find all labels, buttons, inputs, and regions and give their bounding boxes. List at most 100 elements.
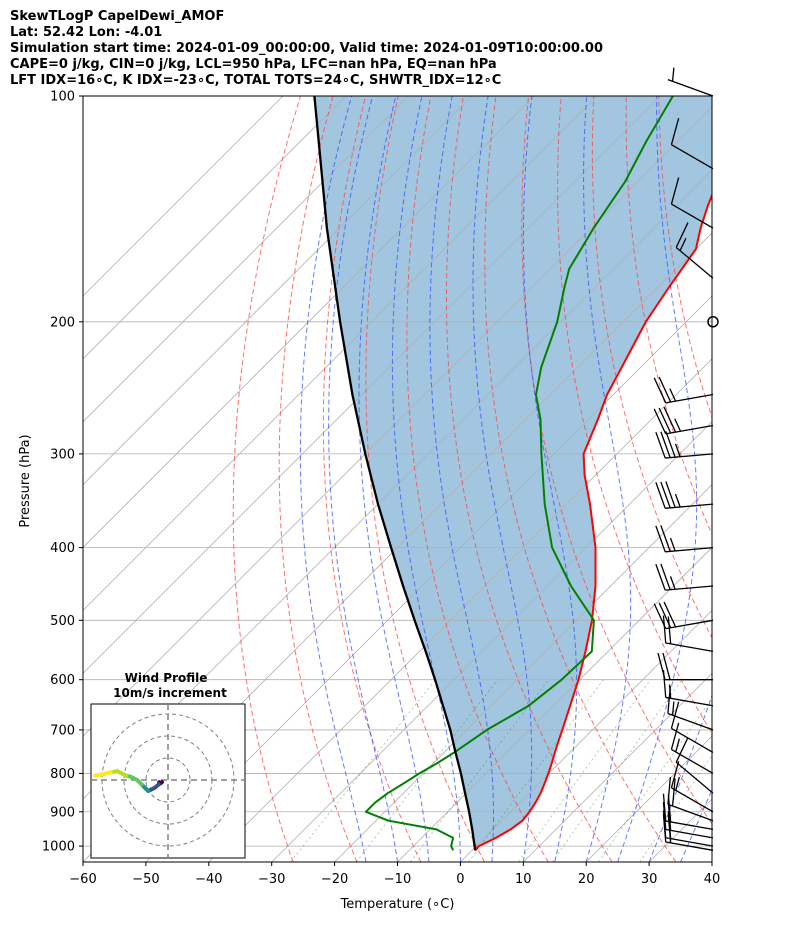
- y-tick-label: 400: [50, 541, 75, 556]
- dry-adiabat: [591, 96, 712, 639]
- moist-adiabat: [680, 788, 712, 862]
- isotherm-gridline: [83, 96, 472, 486]
- hodograph-plot: [91, 704, 245, 858]
- isotherm-gridline: [83, 96, 535, 549]
- wind-barb: [662, 814, 714, 851]
- hodograph-subtitle: 10m/s increment: [113, 686, 227, 700]
- mixing-ratio-line: [290, 679, 436, 862]
- chart-header: SkewTLogP CapelDewi_AMOF Lat: 52.42 Lon:…: [10, 9, 603, 89]
- moist-adiabat: [472, 96, 533, 862]
- y-tick-label: 600: [50, 673, 75, 688]
- isotherm-gridline: [334, 484, 712, 862]
- dry-adiabat: [484, 96, 677, 862]
- dry-adiabat: [232, 96, 301, 862]
- station-location: Lat: 52.42 Lon: -4.01: [10, 25, 163, 40]
- x-tick-label: −40: [195, 872, 222, 887]
- axes: −60 −50 −40 −30 −20 −10 0 10 20 30 40 100 200 300 400 5…: [42, 90, 720, 888]
- dry-adiabat: [658, 96, 712, 419]
- chart-title: SkewTLogP CapelDewi_AMOF: [10, 9, 225, 24]
- x-tick-label: −10: [384, 872, 411, 887]
- mixing-ratio-line: [355, 679, 499, 862]
- x-tick-label: 40: [704, 872, 721, 887]
- moist-adiabat: [328, 96, 398, 862]
- isotherm-gridline: [83, 96, 347, 360]
- parcel-profile: [313, 96, 477, 851]
- dry-adiabat: [278, 96, 358, 862]
- dry-adiabat: [365, 96, 485, 862]
- x-tick-label: −30: [258, 872, 285, 887]
- wind-barb: [670, 177, 714, 229]
- stability-indices: LFT IDX=16∘C, K IDX=-23∘C, TOTAL TOTS=24…: [10, 73, 502, 88]
- wind-barb: [655, 481, 714, 509]
- isotherm-gridline: [83, 96, 284, 297]
- isotherm-gridline: [271, 421, 712, 862]
- wind-barb: [653, 406, 714, 435]
- wind-barb: [662, 615, 714, 652]
- x-tick-label: −50: [132, 872, 159, 887]
- isotherm-gridline: [523, 672, 712, 862]
- wind-barb: [655, 563, 714, 591]
- isotherm-gridline: [460, 609, 712, 862]
- moist-adiabat: [299, 96, 367, 862]
- moist-adiabat: [617, 96, 698, 862]
- mixing-ratio-line: [598, 697, 712, 862]
- convective-parameters: CAPE=0 j/kg, CIN=0 j/kg, LCL=950 hPa, LF…: [10, 57, 497, 72]
- wind-barb: [657, 652, 713, 681]
- y-tick-label: 500: [50, 614, 75, 629]
- wind-barb: [662, 802, 714, 839]
- x-tick-label: 0: [456, 872, 464, 887]
- wind-barb: [655, 431, 714, 459]
- y-tick-label: 1000: [42, 840, 75, 855]
- wind-barb: [670, 761, 714, 813]
- wind-barbs: [653, 67, 719, 851]
- wind-barb: [667, 67, 714, 97]
- mixing-ratio-line: [518, 679, 651, 862]
- y-tick-label: 900: [50, 805, 75, 820]
- y-tick-label: 800: [50, 767, 75, 782]
- x-axis-label: Temperature (∘C): [340, 897, 455, 912]
- simulation-times: Simulation start time: 2024-01-09_00:00:…: [10, 41, 603, 56]
- x-tick-label: −20: [321, 872, 348, 887]
- hodograph-title: Wind Profile: [125, 671, 208, 685]
- dewpoint-profile: [364, 96, 674, 851]
- moist-adiabat: [583, 96, 632, 862]
- cin-shading: [314, 96, 712, 851]
- mixing-ratio-line: [551, 679, 683, 862]
- x-tick-label: 10: [515, 872, 532, 887]
- y-tick-label: 200: [50, 315, 75, 330]
- wind-barb: [662, 793, 714, 831]
- dry-adiabat: [406, 96, 549, 862]
- isotherm-gridline: [711, 861, 712, 862]
- wind-barb: [653, 601, 714, 630]
- wind-barb: [670, 701, 714, 753]
- mixing-ratio-line: [639, 754, 712, 862]
- x-tick-label: −60: [69, 872, 96, 887]
- dry-adiabat: [446, 96, 613, 862]
- x-tick-label: 20: [578, 872, 595, 887]
- wind-barb: [675, 222, 714, 279]
- isotherm-gridline: [83, 96, 409, 423]
- hodograph-inset: [90, 703, 246, 859]
- temperature-profile: [474, 192, 712, 851]
- y-tick-label: 700: [50, 723, 75, 738]
- wind-barb: [653, 376, 714, 404]
- isotherm-gridline: [145, 295, 712, 862]
- y-axis-label: Pressure (hPa): [18, 434, 33, 527]
- x-tick-label: 30: [641, 872, 658, 887]
- y-tick-label: 300: [50, 447, 75, 462]
- mixing-ratio-line: [410, 679, 549, 862]
- plot-area: [83, 96, 712, 862]
- wind-barb: [675, 737, 714, 794]
- hodograph-segment: [93, 772, 104, 778]
- wind-barb: [670, 117, 714, 170]
- calm-wind-marker: [707, 316, 719, 328]
- wind-barb: [655, 525, 714, 553]
- hodograph-ring: [145, 757, 191, 803]
- dry-adiabat: [557, 96, 712, 734]
- y-tick-label: 100: [50, 90, 75, 105]
- isotherm-gridline: [83, 96, 598, 611]
- isotherm-gridline: [397, 546, 712, 862]
- wind-barb: [670, 722, 714, 774]
- isotherm-gridline: [83, 96, 661, 674]
